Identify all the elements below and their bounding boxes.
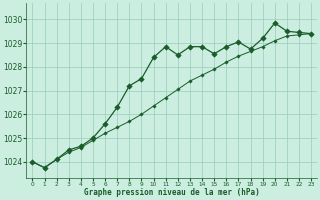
X-axis label: Graphe pression niveau de la mer (hPa): Graphe pression niveau de la mer (hPa): [84, 188, 260, 197]
